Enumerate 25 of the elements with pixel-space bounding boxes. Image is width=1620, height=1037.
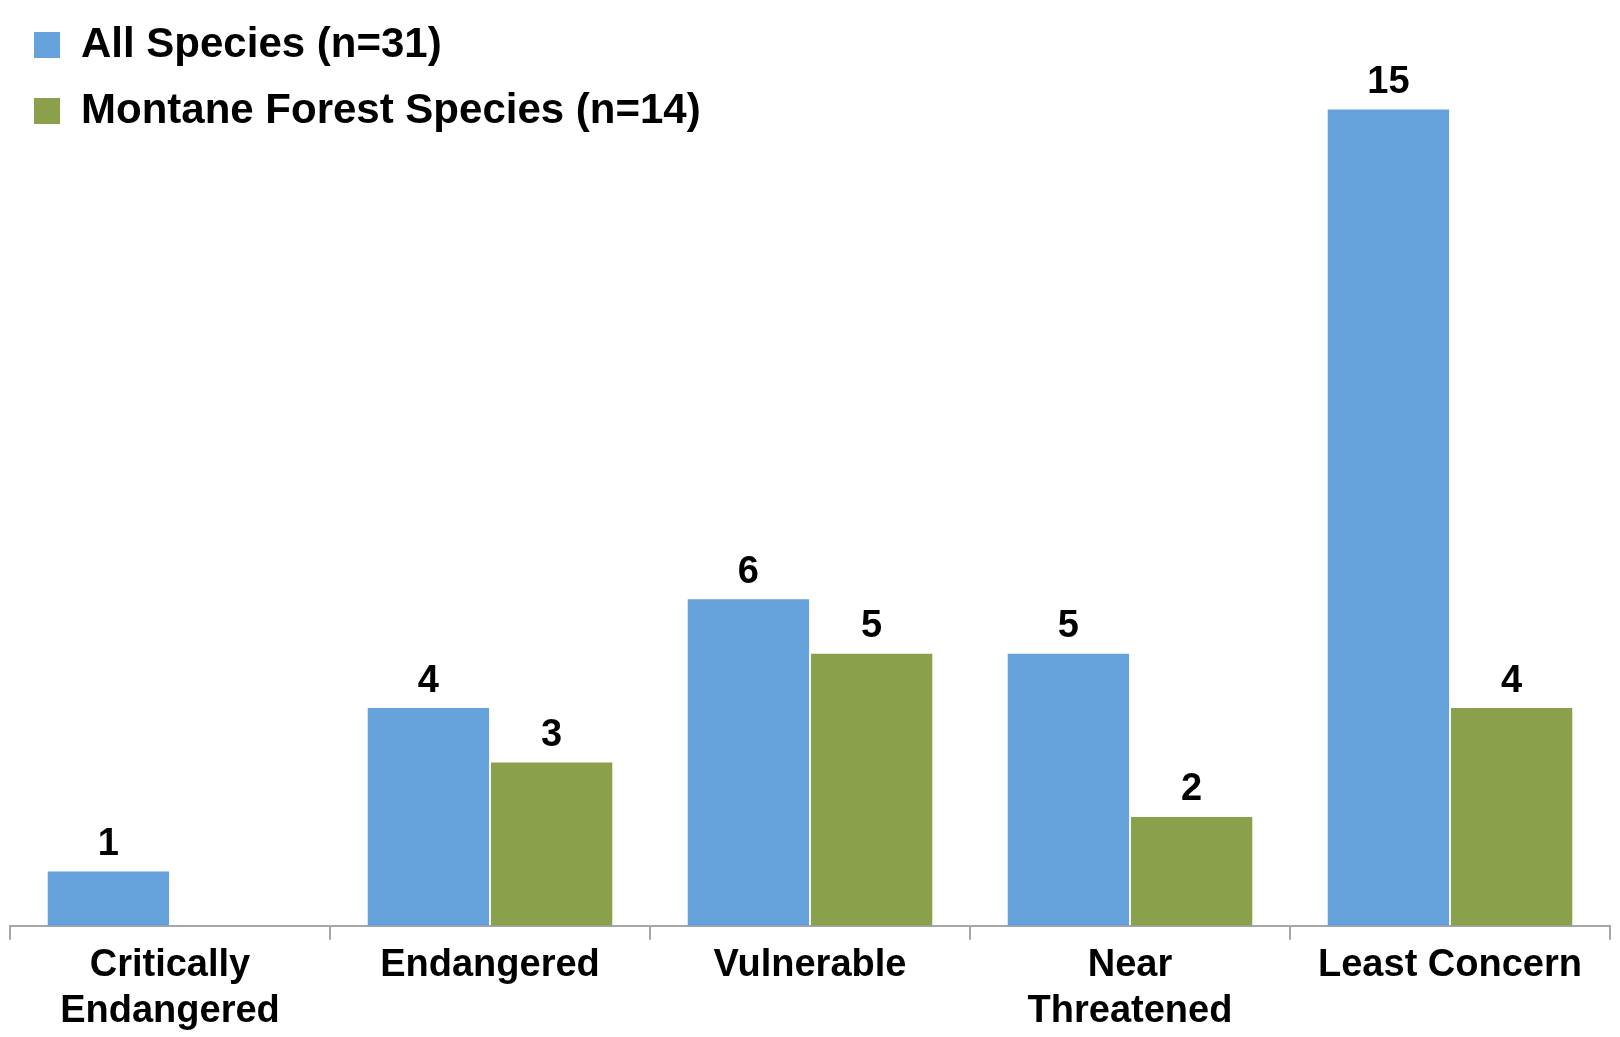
data-label: 15 xyxy=(1367,58,1410,101)
data-label: 5 xyxy=(1057,603,1079,646)
bar xyxy=(47,871,170,926)
bar xyxy=(1007,653,1130,926)
data-label: 5 xyxy=(861,603,883,646)
data-label: 4 xyxy=(1501,657,1523,700)
legend-label: All Species (n=31) xyxy=(81,18,442,66)
x-tick-label: Vulnerable xyxy=(713,942,907,985)
bar xyxy=(1327,109,1450,926)
data-label: 4 xyxy=(417,657,439,700)
data-label: 3 xyxy=(541,712,563,755)
x-tick-label: Least Concern xyxy=(1318,942,1582,985)
data-label: 6 xyxy=(737,548,759,591)
legend-label: Montane Forest Species (n=14) xyxy=(81,84,701,132)
x-tick-label: Endangered xyxy=(380,942,600,985)
x-tick-label: Critically Endangered xyxy=(60,942,280,1030)
x-tick-label: Near Threatened xyxy=(1027,942,1233,1030)
bar xyxy=(1130,816,1253,926)
bar xyxy=(490,762,613,926)
bar xyxy=(687,599,810,926)
data-label: 1 xyxy=(97,820,119,863)
bar xyxy=(810,653,933,926)
bar xyxy=(1450,708,1573,926)
bar xyxy=(367,708,490,926)
data-label: 2 xyxy=(1181,766,1203,809)
